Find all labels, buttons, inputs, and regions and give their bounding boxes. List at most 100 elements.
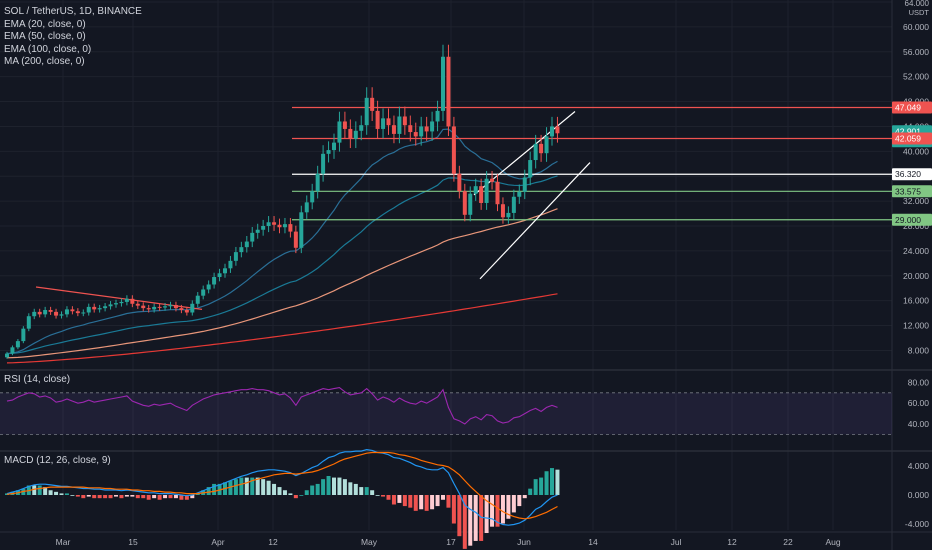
macd-hist-bar	[500, 495, 505, 524]
time-tick-label: 22	[783, 537, 793, 547]
rsi-tick-label: 40.00	[908, 419, 930, 429]
macd-hist-bar	[179, 495, 184, 500]
price-badge-bg	[892, 132, 932, 145]
macd-hist-bar	[337, 477, 342, 495]
candle-body	[555, 126, 560, 134]
candle-body	[441, 56, 445, 111]
rsi-pane-title[interactable]: RSI (14, close)	[4, 374, 71, 385]
candle-body	[103, 306, 108, 309]
macd-hist-bar	[124, 495, 129, 497]
ema100-line	[6, 208, 558, 359]
legend-ema50[interactable]: EMA (50, close, 0)	[4, 31, 86, 42]
macd-hist-bar	[43, 487, 48, 495]
grid-lines	[0, 0, 892, 530]
macd-hist-bar	[473, 495, 478, 541]
macd-pane-title[interactable]: MACD (12, 26, close, 9)	[4, 455, 111, 466]
macd-hist-bar	[255, 477, 260, 495]
candle-body	[473, 186, 478, 194]
macd-hist-bar	[479, 495, 484, 541]
time-tick-label: Jun	[517, 537, 531, 547]
macd-hist-bar	[37, 485, 42, 495]
price-badge-bg	[892, 168, 932, 181]
candle-body	[397, 116, 402, 134]
macd-hist-bar	[157, 495, 162, 500]
candle-body	[168, 305, 173, 307]
candle-body	[212, 277, 217, 285]
macd-hist-bar	[114, 495, 118, 497]
candle-body	[239, 247, 244, 253]
macd-hist-bar	[239, 477, 244, 495]
ma200-line	[6, 293, 558, 364]
price-tick-label: 16.000	[903, 296, 929, 306]
macd-hist-bar	[282, 490, 287, 495]
candle-body	[146, 308, 151, 310]
candle-body	[364, 97, 369, 126]
candle-body	[266, 222, 271, 226]
candle-body	[201, 289, 206, 296]
indicator-legend: SOL / TetherUS, 1D, BINANCE EMA (20, clo…	[4, 6, 142, 69]
candle-body	[124, 298, 129, 302]
macd-hist-bar	[370, 490, 375, 495]
macd-hist-bar	[402, 495, 407, 507]
time-tick-label: Jul	[671, 537, 682, 547]
macd-tick-label: 4.000	[908, 461, 930, 471]
macd-hist-bar	[446, 495, 451, 508]
macd-hist-bar	[332, 477, 336, 495]
macd-line	[6, 448, 558, 526]
candle-body	[108, 304, 113, 307]
macd-hist-bar	[490, 495, 495, 527]
ema20-line	[6, 128, 558, 355]
candle-body	[293, 231, 298, 248]
candle-body	[277, 224, 282, 228]
candle-body	[244, 241, 249, 248]
candle-body	[97, 308, 102, 310]
macd-hist-bar	[544, 471, 549, 495]
time-tick-label: Mar	[56, 537, 71, 547]
time-tick-label: Apr	[211, 537, 224, 547]
macd-hist-bar	[152, 495, 157, 499]
candle-body	[375, 110, 380, 129]
rising-wedge-lower	[479, 162, 591, 280]
macd-hist-bar	[146, 495, 151, 500]
macd-hist-bar	[119, 495, 124, 499]
candle-body	[424, 126, 429, 132]
time-tick-label: 17	[446, 537, 456, 547]
symbol-title[interactable]: SOL / TetherUS, 1D, BINANCE	[4, 6, 142, 17]
candle-body	[10, 347, 15, 354]
candle-body	[48, 310, 53, 312]
price-tick-label: 64.000	[905, 0, 930, 8]
macd-hist-bar	[299, 495, 304, 496]
macd-hist-bar	[135, 495, 140, 499]
candle-body	[310, 191, 315, 203]
candle-body	[272, 222, 277, 225]
candle-body	[353, 130, 358, 139]
macd-hist-bar	[266, 480, 271, 495]
legend-ema100[interactable]: EMA (100, close, 0)	[4, 43, 92, 55]
candle-body	[506, 212, 511, 218]
macd-hist-bar	[250, 477, 255, 495]
candle-body	[539, 143, 544, 154]
macd-hist-bar	[315, 483, 320, 495]
candle-body	[179, 308, 184, 310]
macd-hist-bar	[506, 495, 511, 519]
candle-body	[522, 177, 527, 192]
candle-body	[550, 126, 554, 137]
candle-body	[64, 309, 69, 315]
legend-ema20[interactable]: EMA (20, close, 0)	[4, 18, 86, 30]
candle-body	[223, 268, 227, 274]
price-badge-bg	[892, 101, 932, 114]
macd-hist-bar	[168, 495, 173, 499]
macd-hist-bar	[353, 483, 358, 495]
macd-hist-bar	[522, 495, 527, 499]
candle-body	[446, 56, 451, 127]
price-tick-label: 20.000	[903, 271, 929, 281]
time-tick-label: 15	[128, 537, 138, 547]
legend-ma200[interactable]: MA (200, close, 0)	[4, 56, 85, 67]
macd-hist-bar	[419, 495, 424, 510]
candle-body	[15, 341, 20, 348]
candle-body	[315, 173, 320, 192]
candle-body	[435, 110, 440, 122]
price-tick-label: 24.000	[903, 246, 929, 256]
candle-body	[130, 298, 135, 304]
